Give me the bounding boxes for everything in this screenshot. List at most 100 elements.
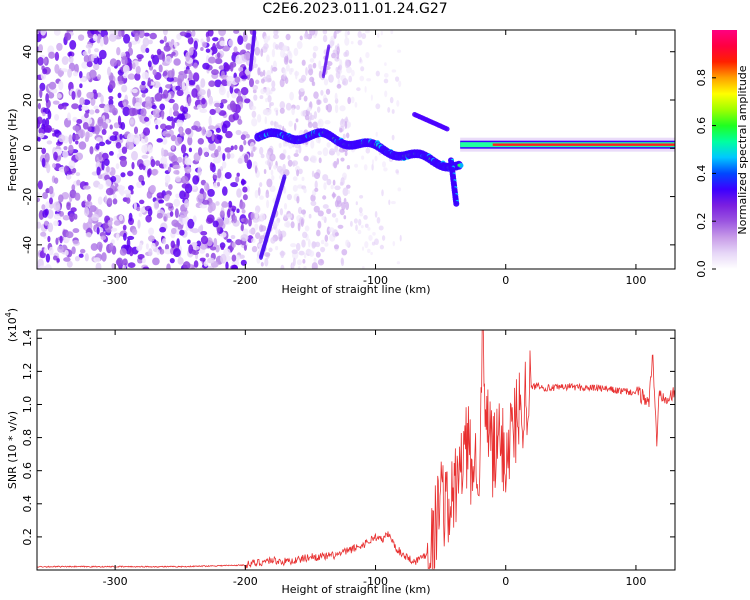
heatmap-cell xyxy=(296,169,300,177)
heatmap-cell xyxy=(93,105,99,110)
heatmap-cell xyxy=(72,167,77,174)
heatmap-cell xyxy=(199,108,208,114)
heatmap-cell xyxy=(216,52,221,59)
heatmap-cell xyxy=(311,262,318,269)
heatmap-cell xyxy=(56,93,62,99)
heatmap-cell xyxy=(306,106,312,112)
heatmap-cell xyxy=(143,116,150,122)
heatmap-cell xyxy=(282,149,287,155)
heatmap-cell xyxy=(252,146,256,152)
heatmap-cell xyxy=(257,187,261,196)
heatmap-cell xyxy=(77,89,82,98)
heatmap-cell xyxy=(309,76,315,83)
heatmap-cell xyxy=(256,113,262,123)
scale-exp: 4 xyxy=(4,312,13,317)
heatmap-cell xyxy=(344,30,348,39)
heatmap-cell xyxy=(220,166,224,172)
heatmap-cell xyxy=(341,118,344,125)
heatmap-cell xyxy=(71,90,76,100)
heatmap-cell xyxy=(343,215,347,220)
heatmap-cell xyxy=(202,191,207,200)
heatmap-cell xyxy=(296,259,302,266)
heatmap-cell xyxy=(188,244,194,254)
heatmap-cell xyxy=(59,210,65,217)
heatmap-cell xyxy=(166,152,174,157)
heatmap-cell xyxy=(81,105,89,111)
heatmap-cell xyxy=(143,32,150,37)
heatmap-cell xyxy=(98,151,103,161)
heatmap-cell xyxy=(294,71,300,77)
heatmap-cell xyxy=(298,95,302,101)
heatmap-cell xyxy=(273,220,280,227)
heatmap-cell xyxy=(285,33,291,41)
heatmap-cell xyxy=(235,239,242,246)
heatmap-cell xyxy=(108,151,114,156)
heatmap-cell xyxy=(107,104,116,113)
heatmap-cell xyxy=(196,194,204,203)
heatmap-cell xyxy=(37,132,45,139)
y-tick-label: 0.4 xyxy=(21,495,34,513)
heatmap-cell xyxy=(89,69,97,79)
heatmap-cell xyxy=(101,161,105,171)
heatmap-cell xyxy=(238,67,244,72)
heatmap-cell xyxy=(79,71,83,79)
heatmap-cell xyxy=(204,182,210,191)
heatmap-cell xyxy=(303,32,309,40)
heatmap-cell xyxy=(140,133,144,138)
heatmap-cell xyxy=(351,69,355,77)
heatmap-cell xyxy=(296,195,300,204)
heatmap-cell xyxy=(209,246,217,251)
heatmap-cell xyxy=(350,96,355,104)
heatmap-cell xyxy=(342,78,349,86)
heatmap-cell xyxy=(240,134,246,141)
heatmap-cell xyxy=(263,108,268,116)
heatmap-cell xyxy=(123,189,131,195)
heatmap-cell xyxy=(128,246,134,257)
heatmap-cell xyxy=(169,257,175,264)
heatmap-cell xyxy=(152,69,157,76)
heatmap-cell xyxy=(163,216,167,221)
heatmap-cell xyxy=(251,245,258,253)
heatmap-cell xyxy=(322,204,329,209)
heatmap-cell xyxy=(115,59,121,67)
heatmap-cell xyxy=(363,164,368,171)
heatmap-cell xyxy=(82,222,87,230)
x-tick-label: 0 xyxy=(502,575,509,588)
heatmap-cell xyxy=(37,102,41,110)
heatmap-cell xyxy=(271,80,276,88)
heatmap-cell xyxy=(220,253,227,264)
svg-text:(x104): (x104) xyxy=(4,308,19,342)
heatmap-cell xyxy=(91,213,100,222)
heatmap-cell xyxy=(145,243,149,250)
heatmap-cell xyxy=(237,118,243,125)
heatmap-cell xyxy=(149,184,156,194)
heatmap-cell xyxy=(74,256,80,262)
heatmap-cell xyxy=(212,174,218,180)
heatmap-cell xyxy=(279,153,286,160)
heatmap-cell xyxy=(344,150,348,157)
heatmap-cell xyxy=(243,139,247,146)
heatmap-cell xyxy=(183,113,191,119)
heatmap-plot xyxy=(37,30,675,269)
heatmap-cell xyxy=(225,261,229,269)
heatmap-cell xyxy=(237,90,242,97)
heatmap-cell xyxy=(147,235,155,242)
heatmap-cell xyxy=(153,200,159,210)
heatmap-cell xyxy=(45,253,51,263)
heatmap-cell xyxy=(72,228,80,234)
heatmap-cell xyxy=(207,188,215,197)
heatmap-cell xyxy=(252,63,258,69)
heatmap-cell xyxy=(335,70,341,79)
heatmap-cell xyxy=(148,227,155,236)
heatmap-cell xyxy=(275,109,279,116)
heatmap-cell xyxy=(68,134,73,145)
heatmap-cell xyxy=(317,258,325,266)
heatmap-cell xyxy=(266,54,270,63)
heatmap-cell xyxy=(138,212,142,217)
heatmap-cell xyxy=(84,200,93,208)
heatmap-cell xyxy=(312,121,318,129)
heatmap-cell xyxy=(213,157,221,164)
heatmap-xlabel: Height of straight line (km) xyxy=(281,283,430,296)
heatmap-cell xyxy=(181,80,185,91)
heatmap-cell xyxy=(39,88,43,99)
